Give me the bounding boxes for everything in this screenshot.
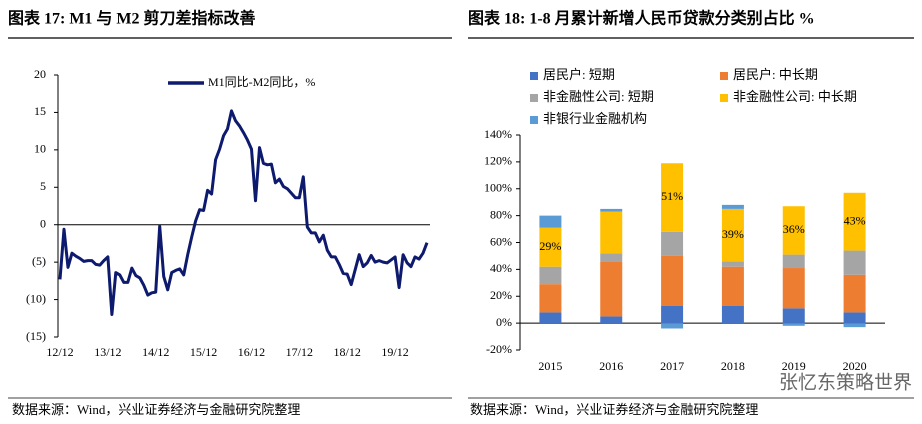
line-series — [58, 109, 429, 316]
y-tick-label: 0% — [496, 315, 512, 329]
x-tick-label: 16/12 — [238, 345, 265, 359]
x-tick-label: 13/12 — [94, 345, 121, 359]
x-tick-label: 2016 — [599, 359, 623, 373]
bar — [721, 208, 744, 262]
bar — [661, 305, 684, 324]
legend-label: 居民户: 短期 — [543, 67, 615, 82]
legend-swatch — [530, 94, 538, 102]
bar — [661, 323, 684, 329]
x-tick-label: 2015 — [538, 359, 562, 373]
x-tick-label: 19/12 — [381, 345, 408, 359]
y-tick-label: 120% — [484, 154, 512, 168]
bar — [843, 274, 866, 313]
bar — [721, 261, 744, 267]
data-label: 51% — [661, 189, 683, 203]
chart-title: 图表 17: M1 与 M2 剪刀差指标改善 — [8, 9, 256, 28]
bar — [600, 208, 623, 212]
bar — [843, 250, 866, 275]
legend-label: 非金融性公司: 短期 — [543, 89, 654, 104]
legend-label: M1同比-M2同比，% — [208, 75, 315, 89]
y-tick-label: (15) — [26, 329, 46, 343]
bar — [782, 323, 805, 326]
legend-label: 居民户: 中长期 — [733, 67, 818, 82]
x-tick-label: 2020 — [843, 359, 867, 373]
y-tick-label: 40% — [490, 261, 512, 275]
x-tick-label: 12/12 — [46, 345, 73, 359]
y-tick-label: 100% — [484, 181, 512, 195]
y-tick-label: 20 — [34, 67, 46, 81]
bar — [721, 266, 744, 306]
bar — [782, 308, 805, 324]
source: 数据来源：Wind，兴业证券经济与金融研究院整理 — [470, 402, 758, 417]
bar — [782, 254, 805, 269]
y-tick-label: 60% — [490, 234, 512, 248]
bar — [539, 284, 562, 313]
watermark: 张忆东策略世界 — [779, 371, 912, 393]
y-tick-label: 10 — [34, 142, 46, 156]
x-tick-label: 18/12 — [334, 345, 361, 359]
legend-label: 非金融性公司: 中长期 — [733, 89, 857, 104]
bar — [661, 255, 684, 306]
x-tick-label: 2017 — [660, 359, 684, 373]
bar — [782, 206, 805, 255]
x-tick-label: 14/12 — [142, 345, 169, 359]
data-label: 29% — [539, 239, 561, 253]
chart-title: 图表 18: 1-8 月累计新增人民币贷款分类别占比 % — [468, 9, 815, 28]
data-label: 39% — [722, 227, 744, 241]
bar — [721, 305, 744, 324]
bar — [600, 253, 623, 262]
y-tick-label: 20% — [490, 288, 512, 302]
bar — [539, 215, 562, 228]
x-tick-label: 17/12 — [286, 345, 313, 359]
source: 数据来源：Wind，兴业证券经济与金融研究院整理 — [12, 402, 300, 417]
bar — [600, 261, 623, 317]
bar — [600, 211, 623, 254]
y-tick-label: 15 — [34, 104, 46, 118]
bar — [661, 163, 684, 232]
y-tick-label: (5) — [32, 254, 46, 268]
bar — [539, 312, 562, 324]
x-tick-label: 2018 — [721, 359, 745, 373]
bar — [843, 312, 866, 324]
y-tick-label: -20% — [486, 342, 512, 356]
x-tick-label: 15/12 — [190, 345, 217, 359]
legend-swatch — [530, 116, 538, 124]
bar — [539, 266, 562, 285]
legend-label: 非银行业金融机构 — [543, 111, 647, 126]
x-tick-label: 2019 — [782, 359, 806, 373]
bar — [782, 268, 805, 309]
bar — [843, 323, 866, 328]
data-label: 43% — [844, 213, 866, 227]
bar — [721, 204, 744, 209]
legend-swatch — [720, 94, 728, 102]
y-tick-label: 0 — [40, 216, 46, 230]
y-tick-label: 5 — [40, 179, 46, 193]
bar — [661, 231, 684, 256]
bar — [843, 192, 866, 251]
bar — [539, 227, 562, 267]
y-tick-label: 140% — [484, 127, 512, 141]
legend-swatch — [720, 72, 728, 80]
y-tick-label: (10) — [26, 291, 46, 305]
legend-swatch — [530, 72, 538, 80]
data-label: 36% — [783, 222, 805, 236]
bar — [600, 316, 623, 324]
y-tick-label: 80% — [490, 207, 512, 221]
